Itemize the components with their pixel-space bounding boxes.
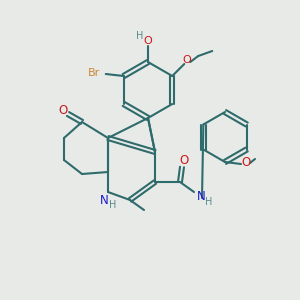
Text: O: O (58, 103, 68, 116)
Text: O: O (183, 55, 192, 65)
Text: N: N (196, 190, 206, 202)
Text: O: O (179, 154, 189, 167)
Text: O: O (144, 36, 152, 46)
Text: H: H (109, 200, 117, 210)
Text: Br: Br (88, 68, 100, 78)
Text: N: N (100, 194, 108, 206)
Text: O: O (242, 157, 250, 169)
Text: H: H (205, 197, 213, 207)
Text: H: H (136, 31, 144, 41)
